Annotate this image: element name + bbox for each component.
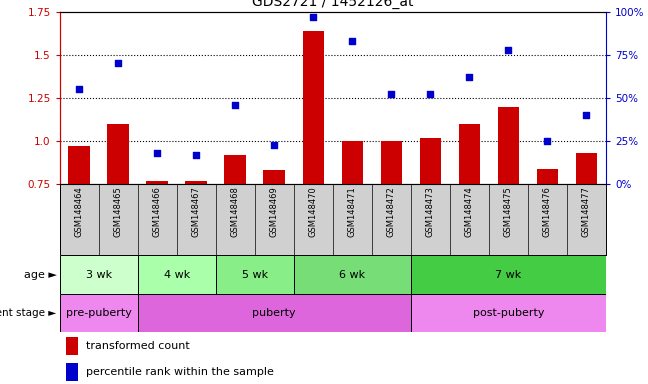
Bar (69, 146, 90, 184)
Text: puberty: puberty (253, 308, 296, 318)
Text: percentile rank within the sample: percentile rank within the sample (86, 367, 273, 377)
Text: 4 wk: 4 wk (163, 270, 190, 280)
Text: GSM148468: GSM148468 (231, 187, 240, 237)
Point (269, 142, 279, 148)
Text: GSM148464: GSM148464 (75, 187, 84, 237)
Text: GSM148470: GSM148470 (308, 187, 318, 237)
Point (230, 102, 240, 108)
Text: GSM148469: GSM148469 (270, 187, 279, 237)
Bar (303, 31, 324, 184)
Bar (380, 141, 402, 184)
Point (425, 91, 435, 98)
Bar (575, 153, 597, 184)
Text: GSM148473: GSM148473 (426, 187, 435, 237)
Text: GSM148465: GSM148465 (113, 187, 122, 237)
Title: GDS2721 / 1452126_at: GDS2721 / 1452126_at (252, 0, 413, 9)
Point (74, 86, 84, 92)
Text: GSM148474: GSM148474 (465, 187, 474, 237)
Text: post-puberty: post-puberty (472, 308, 544, 318)
Text: age ►: age ► (23, 270, 56, 280)
Text: GSM148467: GSM148467 (192, 187, 201, 237)
Point (464, 74, 474, 80)
Point (308, 14, 318, 20)
Bar (66, 363, 78, 381)
Text: GSM148476: GSM148476 (543, 187, 552, 237)
Bar (60, 255, 137, 294)
Point (386, 91, 397, 98)
Bar (411, 255, 606, 294)
Bar (419, 138, 441, 184)
Bar (341, 141, 363, 184)
Text: GSM148475: GSM148475 (504, 187, 513, 237)
Text: GSM148471: GSM148471 (348, 187, 357, 237)
Bar (60, 294, 137, 332)
Bar (537, 169, 558, 184)
Bar (185, 181, 207, 184)
Point (503, 46, 513, 53)
Point (347, 38, 358, 44)
Bar (264, 170, 285, 184)
Point (542, 138, 553, 144)
Text: 5 wk: 5 wk (242, 270, 268, 280)
Text: development stage ►: development stage ► (0, 308, 56, 318)
Bar (137, 294, 411, 332)
Text: GSM148472: GSM148472 (387, 187, 396, 237)
Point (581, 112, 592, 118)
Bar (216, 255, 294, 294)
Text: 3 wk: 3 wk (86, 270, 111, 280)
Bar (66, 337, 78, 356)
Bar (411, 294, 606, 332)
Point (113, 60, 123, 66)
Bar (146, 181, 168, 184)
Text: 7 wk: 7 wk (495, 270, 522, 280)
Bar (108, 124, 129, 184)
Point (152, 150, 163, 156)
Text: 6 wk: 6 wk (339, 270, 365, 280)
Text: GSM148466: GSM148466 (153, 187, 161, 237)
Bar (224, 155, 246, 184)
Text: GSM148477: GSM148477 (582, 187, 591, 237)
Bar (137, 255, 216, 294)
Text: pre-puberty: pre-puberty (65, 308, 132, 318)
Bar (294, 255, 411, 294)
Bar (498, 107, 519, 184)
Point (191, 152, 202, 158)
Bar (459, 124, 480, 184)
Text: transformed count: transformed count (86, 341, 189, 351)
